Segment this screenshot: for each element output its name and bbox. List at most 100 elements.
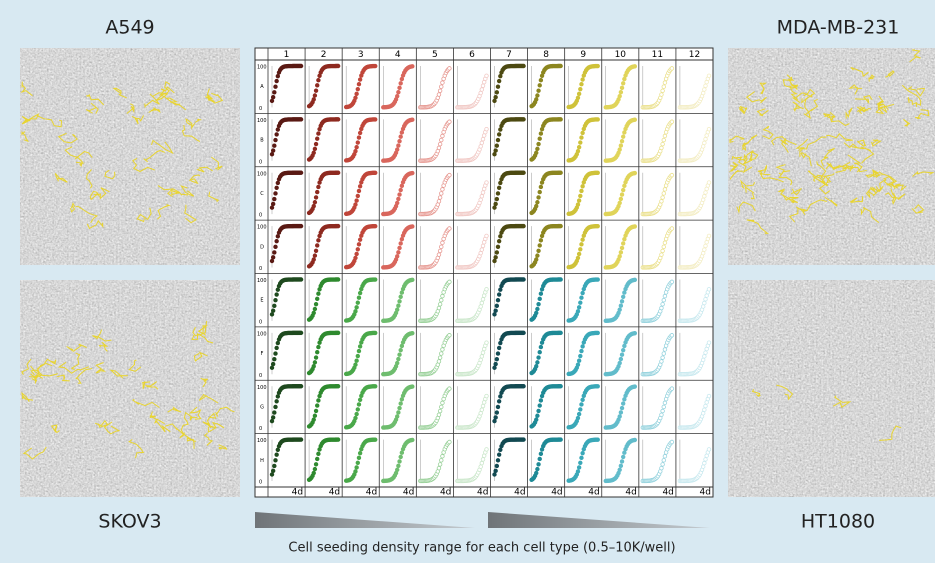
growth-point xyxy=(701,91,705,95)
growth-point xyxy=(662,85,666,89)
growth-point xyxy=(274,298,278,302)
growth-point xyxy=(485,234,489,238)
growth-point xyxy=(355,92,359,96)
micrograph xyxy=(20,280,240,497)
growth-point xyxy=(356,461,360,465)
growth-point xyxy=(274,245,278,249)
growth-point xyxy=(358,238,362,242)
growth-point xyxy=(494,362,498,366)
growth-point xyxy=(480,355,484,359)
row-label: E xyxy=(260,298,263,304)
growth-point xyxy=(618,201,622,205)
growth-point xyxy=(537,142,541,146)
growth-point xyxy=(299,438,303,442)
growth-point xyxy=(495,464,499,468)
growth-point xyxy=(539,132,543,136)
growth-point xyxy=(271,202,275,206)
growth-point xyxy=(670,440,674,444)
growth-point xyxy=(661,463,665,467)
growth-point xyxy=(497,79,501,83)
growth-point xyxy=(522,384,526,388)
growth-point xyxy=(559,384,563,388)
growth-point xyxy=(662,405,666,409)
growth-point xyxy=(579,87,583,91)
growth-point xyxy=(704,404,708,408)
growth-point xyxy=(398,193,402,197)
growth-point xyxy=(273,357,277,361)
growth-point xyxy=(703,194,707,198)
growth-point xyxy=(315,244,319,248)
growth-point xyxy=(299,384,303,388)
growth-point xyxy=(336,438,340,442)
growth-point xyxy=(577,145,581,149)
growth-point xyxy=(661,356,665,360)
growth-point xyxy=(357,456,361,460)
growth-point xyxy=(534,364,538,368)
growth-point xyxy=(395,308,399,312)
growth-point xyxy=(579,141,583,145)
growth-point xyxy=(400,77,404,81)
growth-point xyxy=(493,152,497,156)
growth-point xyxy=(499,395,503,399)
growth-point xyxy=(336,384,340,388)
growth-point xyxy=(275,346,279,350)
growth-point xyxy=(559,64,563,68)
growth-point xyxy=(596,278,600,282)
growth-point xyxy=(493,313,497,317)
growth-point xyxy=(536,414,540,418)
growth-point xyxy=(315,297,319,301)
growth-point xyxy=(276,181,280,185)
growth-point xyxy=(481,191,485,195)
panel-label: HT1080 xyxy=(801,511,875,533)
growth-point xyxy=(481,351,485,355)
growth-point xyxy=(274,405,278,409)
growth-point xyxy=(439,245,443,249)
growth-point xyxy=(448,333,452,337)
growth-point xyxy=(398,353,402,357)
growth-point xyxy=(438,249,442,253)
axis-label: 100 xyxy=(257,385,267,391)
growth-point xyxy=(499,448,503,452)
growth-point xyxy=(438,196,442,200)
panel-label: SKOV3 xyxy=(98,511,161,533)
growth-point xyxy=(576,96,580,100)
growth-point xyxy=(618,254,622,258)
growth-point xyxy=(399,135,403,139)
growth-point xyxy=(299,171,303,175)
growth-point xyxy=(373,384,377,388)
growth-point xyxy=(579,301,583,305)
micrograph xyxy=(728,280,935,497)
growth-point xyxy=(580,403,584,407)
growth-point xyxy=(581,238,585,242)
growth-point xyxy=(499,128,503,132)
growth-point xyxy=(439,459,443,463)
growth-point xyxy=(495,251,499,255)
growth-point xyxy=(559,224,563,228)
growth-point xyxy=(271,309,275,313)
growth-point xyxy=(619,197,623,201)
growth-point xyxy=(620,139,624,143)
growth-point xyxy=(670,173,674,177)
column-label: 5 xyxy=(432,50,438,60)
growth-point xyxy=(536,307,540,311)
growth-point xyxy=(400,237,404,241)
growth-point xyxy=(496,245,500,249)
growth-point xyxy=(395,148,399,152)
growth-point xyxy=(485,74,489,78)
growth-point xyxy=(355,359,359,363)
growth-point xyxy=(357,403,361,407)
growth-point xyxy=(536,254,540,258)
growth-point xyxy=(441,241,445,245)
growth-point xyxy=(438,356,442,360)
growth-point xyxy=(660,466,664,470)
growth-point xyxy=(707,234,711,238)
row-label: B xyxy=(260,138,264,144)
time-label: 4d xyxy=(403,488,414,498)
growth-point xyxy=(354,96,358,100)
growth-point xyxy=(373,278,377,282)
growth-point xyxy=(273,304,277,308)
growth-point xyxy=(623,131,627,135)
growth-point xyxy=(663,241,667,245)
growth-point xyxy=(618,148,622,152)
growth-point xyxy=(701,145,705,149)
